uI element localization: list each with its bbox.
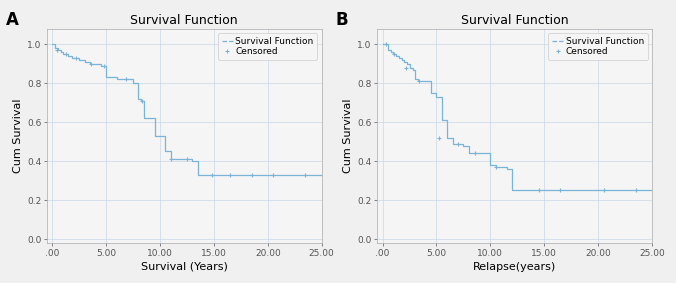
- Title: Survival Function: Survival Function: [130, 14, 238, 27]
- Y-axis label: Cum Survival: Cum Survival: [13, 98, 23, 173]
- X-axis label: Relapse(years): Relapse(years): [473, 262, 556, 272]
- Y-axis label: Cum Survival: Cum Survival: [343, 98, 353, 173]
- X-axis label: Survival (Years): Survival (Years): [141, 262, 228, 272]
- Text: A: A: [5, 11, 18, 29]
- Title: Survival Function: Survival Function: [461, 14, 569, 27]
- Legend: Survival Function, Censored: Survival Function, Censored: [548, 33, 648, 60]
- Text: B: B: [336, 11, 349, 29]
- Legend: Survival Function, Censored: Survival Function, Censored: [218, 33, 317, 60]
